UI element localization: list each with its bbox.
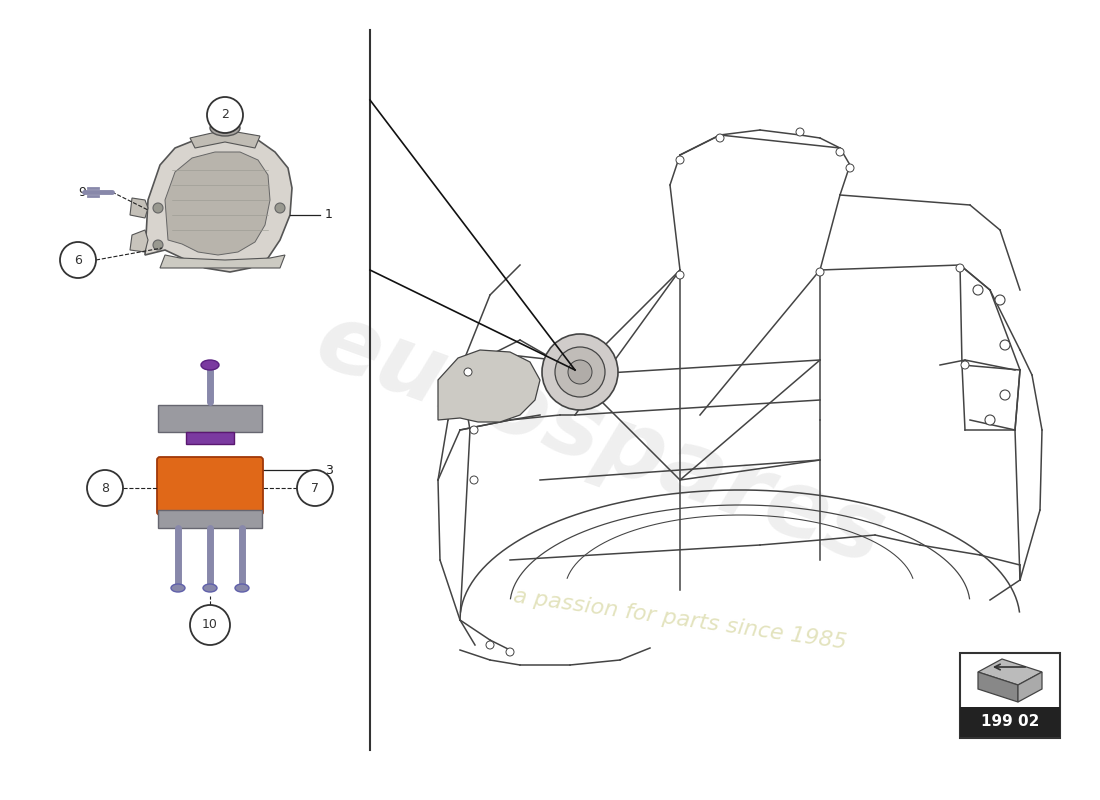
Polygon shape	[130, 198, 148, 218]
Circle shape	[556, 347, 605, 397]
Circle shape	[506, 648, 514, 656]
Polygon shape	[158, 510, 262, 528]
Polygon shape	[438, 350, 540, 422]
Text: 1: 1	[324, 209, 333, 222]
Ellipse shape	[170, 584, 185, 592]
Circle shape	[956, 264, 964, 272]
Ellipse shape	[235, 584, 249, 592]
Circle shape	[207, 97, 243, 133]
Circle shape	[190, 605, 230, 645]
Circle shape	[486, 641, 494, 649]
Polygon shape	[165, 152, 270, 255]
Text: 3: 3	[324, 463, 333, 477]
Circle shape	[275, 203, 285, 213]
Circle shape	[470, 426, 478, 434]
Polygon shape	[158, 405, 262, 432]
Text: a passion for parts since 1985: a passion for parts since 1985	[513, 586, 848, 654]
Circle shape	[1000, 340, 1010, 350]
Ellipse shape	[201, 360, 219, 370]
Circle shape	[297, 470, 333, 506]
Circle shape	[984, 415, 996, 425]
Text: 8: 8	[101, 482, 109, 494]
Circle shape	[542, 334, 618, 410]
Circle shape	[1000, 390, 1010, 400]
Polygon shape	[130, 230, 148, 252]
Polygon shape	[978, 672, 1018, 702]
Circle shape	[568, 360, 592, 384]
Bar	[960, 653, 1060, 738]
Text: 7: 7	[311, 482, 319, 494]
Polygon shape	[190, 130, 260, 148]
Circle shape	[60, 242, 96, 278]
Polygon shape	[978, 659, 1042, 685]
Text: 10: 10	[202, 618, 218, 631]
Text: 2: 2	[221, 109, 229, 122]
Circle shape	[470, 476, 478, 484]
Polygon shape	[160, 255, 285, 268]
Text: 9: 9	[78, 186, 86, 198]
Text: 199 02: 199 02	[981, 714, 1040, 730]
Bar	[960, 707, 1060, 737]
Text: 6: 6	[74, 254, 81, 266]
Circle shape	[836, 148, 844, 156]
Ellipse shape	[210, 120, 240, 136]
Circle shape	[153, 203, 163, 213]
Circle shape	[816, 268, 824, 276]
Polygon shape	[1018, 672, 1042, 702]
Circle shape	[676, 156, 684, 164]
Circle shape	[716, 134, 724, 142]
Circle shape	[996, 295, 1005, 305]
Polygon shape	[145, 135, 292, 272]
Text: eurospares: eurospares	[304, 294, 896, 586]
Ellipse shape	[204, 584, 217, 592]
Circle shape	[961, 361, 969, 369]
Circle shape	[87, 470, 123, 506]
Circle shape	[464, 368, 472, 376]
Circle shape	[846, 164, 854, 172]
Bar	[186, 432, 234, 444]
FancyBboxPatch shape	[157, 457, 263, 515]
Circle shape	[676, 271, 684, 279]
Circle shape	[974, 285, 983, 295]
Circle shape	[153, 240, 163, 250]
Circle shape	[796, 128, 804, 136]
